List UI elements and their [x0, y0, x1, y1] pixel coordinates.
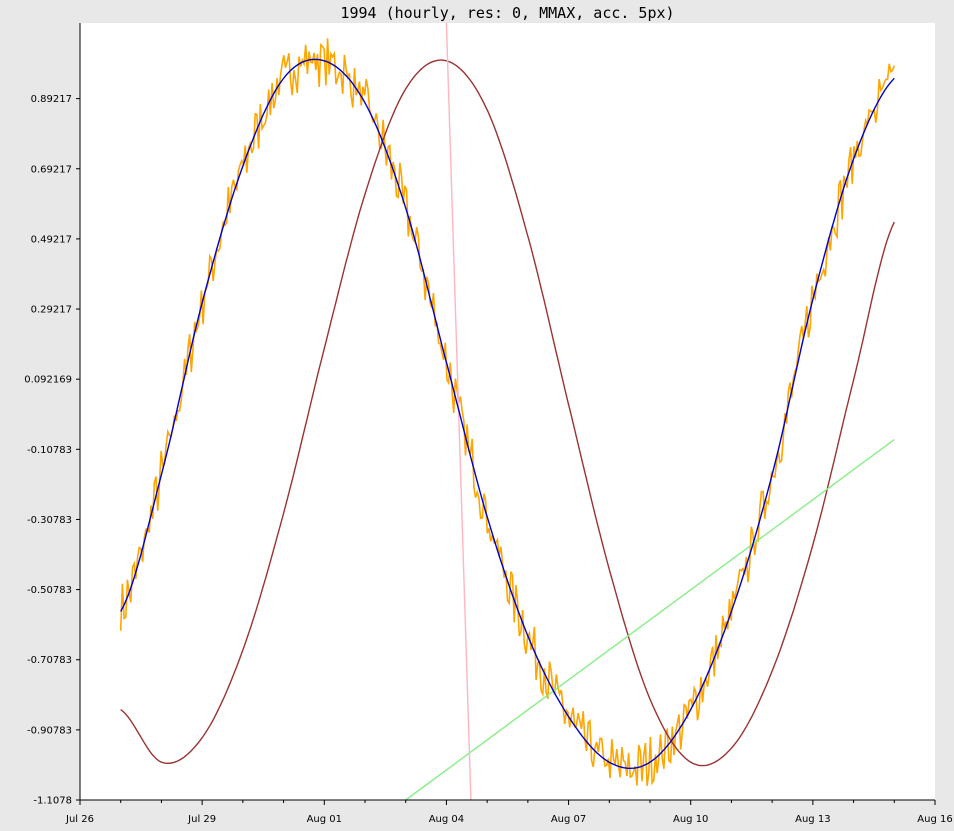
chart-title: 1994 (hourly, res: 0, MMAX, acc. 5px) [340, 4, 674, 22]
x-tick-label: Aug 04 [429, 814, 464, 825]
y-tick-label: 0.69217 [31, 164, 72, 175]
y-tick-label: 0.89217 [31, 94, 72, 105]
y-tick-label: -0.50783 [27, 585, 72, 596]
x-tick-label: Aug 10 [673, 814, 708, 825]
y-tick-label: -0.90783 [27, 725, 72, 736]
axes-layer: 0.89217 0.69217 0.49217 0.29217 0.092169 -0.1… [24, 23, 953, 825]
y-tick-label: -0.10783 [27, 445, 72, 456]
x-tick-label: Aug 13 [795, 814, 830, 825]
y-tick-label: -1.1078 [33, 796, 72, 807]
y-tick-label: 0.092169 [24, 375, 72, 386]
series-line-3 [405, 439, 895, 801]
series-layer [119, 22, 896, 801]
x-tick-label: Jul 29 [187, 814, 216, 825]
x-tick-label: Aug 01 [307, 814, 342, 825]
series-line-0 [119, 38, 896, 786]
y-tick-label: -0.70783 [27, 655, 72, 666]
y-tick-label: 0.49217 [31, 234, 72, 245]
y-tick-label: -0.30783 [27, 515, 72, 526]
x-tick-label: Jul 26 [65, 814, 94, 825]
series-line-2 [120, 59, 895, 767]
x-tick-label: Aug 16 [917, 814, 952, 825]
plot-area [80, 23, 935, 800]
y-tick-label: 0.29217 [31, 305, 72, 316]
series-line-1 [120, 58, 895, 769]
x-tick-label: Aug 07 [551, 814, 586, 825]
